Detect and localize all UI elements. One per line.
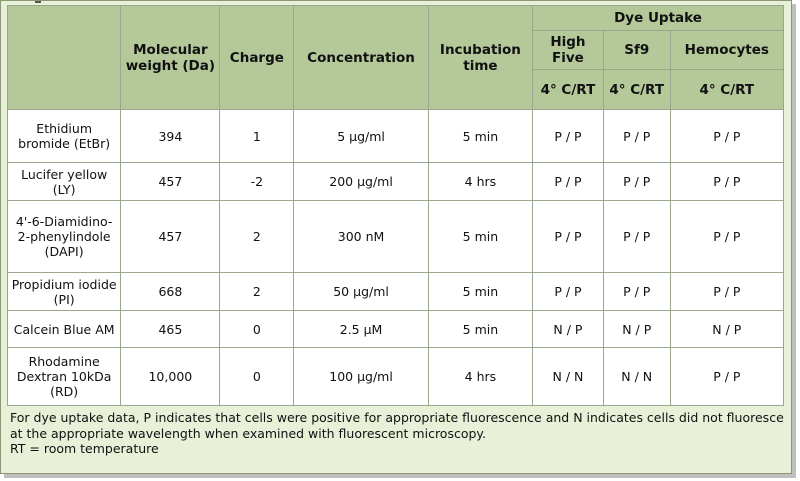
cell-dye: 4'-6-Diamidino-2-phenylindole (DAPI): [6, 200, 122, 273]
cell-charge: 0: [219, 347, 295, 406]
cell-concentration: 5 µg/ml: [293, 109, 429, 163]
cell-concentration: 50 µg/ml: [293, 272, 429, 311]
dye-uptake-table: Molecular weight (Da) Charge Concentrati…: [6, 5, 785, 406]
cell-sf9: P / P: [602, 162, 671, 201]
table-row: Calcein Blue AM 465 0 2.5 µM 5 min N / P…: [6, 310, 785, 348]
cell-hemocytes: P / P: [669, 109, 785, 163]
cell-time: 4 hrs: [427, 162, 534, 201]
cell-hemocytes: P / P: [669, 272, 785, 311]
table-footnote: For dye uptake data, P indicates that ce…: [10, 410, 790, 457]
cell-sf9: N / P: [602, 310, 671, 348]
cell-high-five: P / P: [532, 109, 604, 163]
cell-hemocytes: P / P: [669, 162, 785, 201]
table-frame: Molecular weight (Da) Charge Concentrati…: [0, 0, 792, 474]
table-row: Ethidium bromide (EtBr) 394 1 5 µg/ml 5 …: [6, 109, 785, 163]
header-charge: Charge: [219, 5, 295, 110]
cell-charge: 1: [219, 109, 295, 163]
cell-mw: 394: [120, 109, 221, 163]
footnote-line-2: at the appropriate wavelength when exami…: [10, 425, 487, 441]
cell-dye: Propidium iodide (PI): [6, 272, 122, 311]
cell-charge: 2: [219, 200, 295, 273]
cell-concentration: 100 µg/ml: [293, 347, 429, 406]
cell-time: 5 min: [427, 200, 534, 273]
header-molecular-weight: Molecular weight (Da): [120, 5, 221, 110]
cell-mw: 457: [120, 200, 221, 273]
corner-mark: [35, 1, 41, 3]
cell-hemocytes: P / P: [669, 347, 785, 406]
header-incubation-time: Incubation time: [427, 5, 534, 110]
table-row: Rhodamine Dextran 10kDa (RD) 10,000 0 10…: [6, 347, 785, 406]
header-temp-high-five: 4° C/RT: [532, 69, 604, 110]
header-dye-uptake: Dye Uptake: [532, 5, 784, 31]
cell-high-five: P / P: [532, 272, 604, 311]
header-high-five: High Five: [532, 30, 604, 70]
cell-concentration: 300 nM: [293, 200, 429, 273]
cell-sf9: P / P: [602, 272, 671, 311]
cell-high-five: N / N: [532, 347, 604, 406]
table-row: Propidium iodide (PI) 668 2 50 µg/ml 5 m…: [6, 272, 785, 311]
table-row: 4'-6-Diamidino-2-phenylindole (DAPI) 457…: [6, 200, 785, 273]
cell-sf9: N / N: [602, 347, 671, 406]
table-row: Lucifer yellow (LY) 457 -2 200 µg/ml 4 h…: [6, 162, 785, 201]
cell-mw: 10,000: [120, 347, 221, 406]
footnote-line-3: RT = room temperature: [10, 441, 159, 456]
cell-hemocytes: P / P: [669, 200, 785, 273]
cell-high-five: P / P: [532, 200, 604, 273]
header-dye: [6, 5, 122, 110]
cell-sf9: P / P: [602, 109, 671, 163]
cell-charge: 0: [219, 310, 295, 348]
header-temp-sf9: 4° C/RT: [602, 69, 671, 110]
cell-mw: 457: [120, 162, 221, 201]
cell-high-five: P / P: [532, 162, 604, 201]
cell-hemocytes: N / P: [669, 310, 785, 348]
cell-dye: Ethidium bromide (EtBr): [6, 109, 122, 163]
header-sf9: Sf9: [602, 30, 671, 70]
cell-time: 4 hrs: [427, 347, 534, 406]
cell-time: 5 min: [427, 272, 534, 311]
header-concentration: Concentration: [293, 5, 429, 110]
footnote-line-1: For dye uptake data, P indicates that ce…: [10, 410, 784, 425]
cell-charge: -2: [219, 162, 295, 201]
cell-high-five: N / P: [532, 310, 604, 348]
cell-concentration: 2.5 µM: [293, 310, 429, 348]
cell-time: 5 min: [427, 310, 534, 348]
header-hemocytes: Hemocytes: [669, 30, 785, 70]
cell-mw: 465: [120, 310, 221, 348]
header-temp-hemocytes: 4° C/RT: [669, 69, 785, 110]
cell-charge: 2: [219, 272, 295, 311]
cell-time: 5 min: [427, 109, 534, 163]
cell-mw: 668: [120, 272, 221, 311]
cell-dye: Calcein Blue AM: [6, 310, 122, 348]
cell-dye: Rhodamine Dextran 10kDa (RD): [6, 347, 122, 406]
cell-dye: Lucifer yellow (LY): [6, 162, 122, 201]
cell-concentration: 200 µg/ml: [293, 162, 429, 201]
cell-sf9: P / P: [602, 200, 671, 273]
